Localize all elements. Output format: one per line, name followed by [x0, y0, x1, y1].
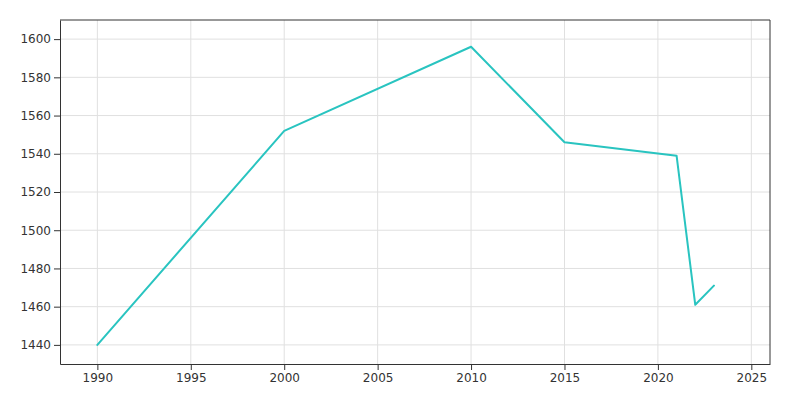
y-axis-tick-label: 1540 [20, 147, 51, 161]
series-group [97, 47, 714, 345]
grid-line-y [60, 192, 770, 193]
x-axis-tick-mark [284, 364, 285, 370]
y-axis-tick-mark [54, 268, 60, 269]
y-axis-tick: 1600 [20, 32, 60, 46]
chart-container: 1990 1995 2000 2005 2010 2015 2020 2025 1440 1460… [0, 0, 800, 400]
y-axis-tick-mark [54, 192, 60, 193]
x-axis-tick-mark [378, 364, 379, 370]
x-axis-tick-label: 2005 [363, 371, 394, 385]
x-axis-tick-mark [564, 364, 565, 370]
y-axis-tick-label: 1500 [20, 224, 51, 238]
y-axis-tick-label: 1460 [20, 300, 51, 314]
y-axis-line [60, 21, 61, 365]
y-axis-tick: 1480 [20, 262, 60, 276]
x-axis-tick-label: 1995 [176, 371, 207, 385]
y-axis-tick-mark [54, 154, 60, 155]
x-axis-tick-mark [471, 364, 472, 370]
x-axis-tick-label: 2010 [456, 371, 487, 385]
grid-line-y [60, 77, 770, 78]
x-axis-tick: 2005 [363, 364, 394, 385]
grid [60, 20, 770, 364]
y-axis-tick-mark [54, 230, 60, 231]
y-axis-tick: 1560 [20, 109, 60, 123]
x-axis-tick-mark [191, 364, 192, 370]
y-axis-tick-mark [54, 116, 60, 117]
grid-line-y [60, 230, 770, 231]
x-axis-tick-label: 1990 [83, 371, 114, 385]
grid-line-y [60, 306, 770, 307]
x-axis-tick: 2025 [737, 364, 768, 385]
grid-line-y [60, 344, 770, 345]
x-axis-tick: 2010 [456, 364, 487, 385]
y-axis-tick: 1460 [20, 300, 60, 314]
plot-frame-right [770, 20, 771, 364]
chart-svg: 1990 1995 2000 2005 2010 2015 2020 2025 1440 1460… [0, 0, 800, 400]
y-axis-tick-mark [54, 77, 60, 78]
y-axis: 1440 1460 1480 1500 1520 1540 1560 1580 1600 [20, 21, 60, 365]
x-axis-tick: 1995 [176, 364, 207, 385]
y-axis-tick: 1520 [20, 185, 60, 199]
x-axis-tick-mark [751, 364, 752, 370]
y-axis-tick-label: 1580 [20, 71, 51, 85]
x-axis-tick-label: 2000 [269, 371, 300, 385]
x-axis-tick-label: 2025 [737, 371, 768, 385]
y-axis-tick: 1440 [20, 338, 60, 352]
y-axis-tick-mark [54, 345, 60, 346]
y-axis-tick-label: 1600 [20, 32, 51, 46]
x-axis-tick-mark [658, 364, 659, 370]
x-axis-tick: 1990 [83, 364, 114, 385]
plot-frame-top [60, 20, 770, 21]
plot-area: 1990 1995 2000 2005 2010 2015 2020 2025 1440 1460… [20, 20, 770, 385]
y-axis-tick-label: 1560 [20, 109, 51, 123]
x-axis-tick-label: 2020 [643, 371, 674, 385]
x-axis-tick: 2000 [269, 364, 300, 385]
grid-line-y [60, 268, 770, 269]
y-axis-tick: 1540 [20, 147, 60, 161]
y-axis-tick: 1580 [20, 71, 60, 85]
x-axis-tick-mark [97, 364, 98, 370]
y-axis-tick-label: 1440 [20, 338, 51, 352]
y-axis-tick-label: 1520 [20, 185, 51, 199]
x-axis-line [61, 364, 771, 365]
y-axis-tick-label: 1480 [20, 262, 51, 276]
grid-line-y [60, 39, 770, 40]
x-axis: 1990 1995 2000 2005 2010 2015 2020 2025 [61, 364, 771, 385]
series-line [97, 47, 714, 345]
y-axis-tick-mark [54, 39, 60, 40]
x-axis-tick-label: 2015 [550, 371, 581, 385]
y-axis-tick: 1500 [20, 224, 60, 238]
y-axis-tick-mark [54, 307, 60, 308]
x-axis-tick: 2015 [550, 364, 581, 385]
x-axis-tick: 2020 [643, 364, 674, 385]
grid-line-y [60, 115, 770, 116]
